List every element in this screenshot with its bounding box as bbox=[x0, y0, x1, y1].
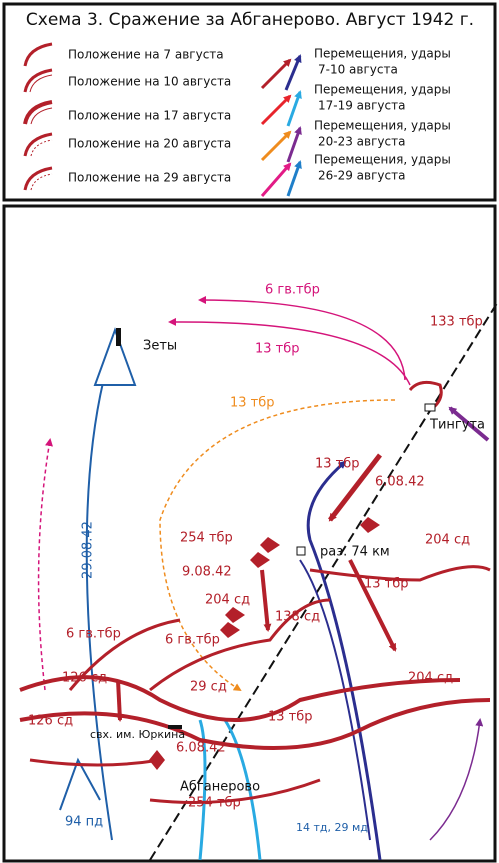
title: Схема 3. Сражение за Абганерово. Август … bbox=[26, 10, 474, 30]
map-line bbox=[348, 559, 397, 652]
map-line bbox=[59, 757, 101, 811]
map-line bbox=[29, 758, 161, 767]
map-label: 126 сд bbox=[28, 714, 73, 729]
map-line bbox=[23, 166, 53, 191]
map-line: 6 гв.тбр Зеты 13 тбр 133 тбр 13 тбр Тингута 13… bbox=[28, 283, 485, 835]
map-drawing bbox=[19, 296, 499, 861]
map-label: 13 тбр bbox=[255, 342, 300, 357]
legend-label: Перемещения, удары bbox=[314, 83, 451, 97]
map-label: 204 сд bbox=[408, 671, 453, 686]
map-label: 133 тбр bbox=[430, 315, 483, 330]
legend-label: Перемещения, удары bbox=[314, 47, 451, 61]
legend-label: 7-10 августа bbox=[318, 63, 398, 77]
map-line bbox=[149, 598, 331, 692]
legend-label: Перемещения, удары bbox=[314, 119, 451, 133]
legend-label: Положение на 29 августа bbox=[68, 171, 231, 185]
map-line bbox=[309, 565, 491, 582]
map-label: свх. им. Юркина bbox=[90, 728, 185, 741]
map-line: Положение на 7 августа Положение на 10 ав… bbox=[68, 47, 451, 185]
map-label: 6 гв.тбр bbox=[265, 283, 320, 298]
map-line bbox=[260, 569, 272, 632]
map-line bbox=[23, 68, 53, 93]
map-label: 13 тбр bbox=[268, 710, 313, 725]
map-line bbox=[448, 406, 490, 442]
map-line bbox=[19, 698, 491, 750]
map-symbol bbox=[296, 546, 306, 556]
map-label: Зеты bbox=[143, 339, 177, 354]
map-label: 9.08.42 bbox=[182, 565, 232, 580]
map-line bbox=[68, 618, 181, 691]
map-label: 126 сд bbox=[62, 671, 107, 686]
map-line bbox=[286, 126, 302, 163]
map-line bbox=[85, 339, 116, 841]
map-line bbox=[286, 90, 302, 127]
map-line bbox=[223, 719, 262, 861]
map-line bbox=[260, 58, 292, 90]
map-line bbox=[29, 74, 53, 93]
map-label: 13 тбр bbox=[315, 457, 360, 472]
legend-label: Положение на 7 августа bbox=[68, 48, 224, 62]
map-label: 204 сд bbox=[205, 593, 250, 608]
map-line bbox=[286, 160, 302, 197]
map-line bbox=[19, 675, 461, 722]
map-line bbox=[115, 679, 124, 722]
map-line bbox=[250, 517, 380, 568]
legend-label: Положение на 10 августа bbox=[68, 75, 231, 89]
map-line bbox=[30, 107, 53, 125]
map-line bbox=[30, 139, 53, 157]
map-label: 138 сд bbox=[275, 610, 320, 625]
map-label: 254 тбр bbox=[188, 796, 241, 811]
map-label: 13 тбр bbox=[230, 396, 275, 411]
map-label: 204 сд bbox=[425, 533, 470, 548]
map-symbol bbox=[424, 403, 436, 412]
map-line bbox=[23, 42, 53, 67]
map-label: 13 тбр bbox=[364, 577, 409, 592]
map-line bbox=[23, 132, 53, 157]
map-line bbox=[198, 296, 406, 381]
map-label: раз. 74 км bbox=[320, 545, 390, 560]
map-symbol bbox=[168, 725, 182, 729]
legend-label: Положение на 20 августа bbox=[68, 137, 231, 151]
map-line bbox=[37, 438, 53, 691]
map-label: 254 тбр bbox=[180, 531, 233, 546]
legend-symbols bbox=[23, 42, 302, 197]
map-label: 6.08.42 bbox=[375, 475, 425, 490]
map-label: 14 тд, 29 мд bbox=[296, 821, 368, 834]
map-line bbox=[260, 94, 292, 126]
map-label: 6 гв.тбр bbox=[165, 633, 220, 648]
map-line bbox=[93, 327, 137, 386]
map-box bbox=[2, 204, 497, 863]
map-line bbox=[198, 719, 207, 861]
legend-label: 26-29 августа bbox=[318, 169, 405, 183]
map-line bbox=[408, 380, 443, 412]
map-label: 29.08.42 bbox=[81, 521, 96, 579]
legend-label: Перемещения, удары bbox=[314, 153, 451, 167]
map-label: Абганерово bbox=[180, 780, 260, 795]
map-label: 6.08.42 bbox=[176, 741, 226, 756]
legend-label: 20-23 августа bbox=[318, 135, 405, 149]
map-label: 29 сд bbox=[190, 680, 227, 695]
map-line bbox=[159, 399, 396, 692]
map-label: Тингута bbox=[429, 418, 485, 433]
map-line bbox=[306, 460, 382, 861]
map-line bbox=[168, 317, 411, 386]
map-line bbox=[30, 173, 53, 191]
legend-label: 17-19 августа bbox=[318, 99, 405, 113]
map-line bbox=[23, 100, 53, 125]
map-line bbox=[284, 54, 302, 91]
legend-box bbox=[2, 2, 497, 202]
map-line bbox=[260, 130, 292, 162]
map-line bbox=[299, 559, 371, 841]
map-line bbox=[149, 607, 245, 770]
map-line bbox=[328, 453, 382, 522]
map-symbol bbox=[116, 328, 121, 346]
map-line bbox=[149, 778, 321, 804]
map-line bbox=[429, 718, 484, 841]
map-label: 94 пд bbox=[65, 815, 103, 830]
legend-label: Положение на 17 августа bbox=[68, 109, 231, 123]
map-label: 6 гв.тбр bbox=[66, 627, 121, 642]
map-line bbox=[260, 162, 292, 197]
